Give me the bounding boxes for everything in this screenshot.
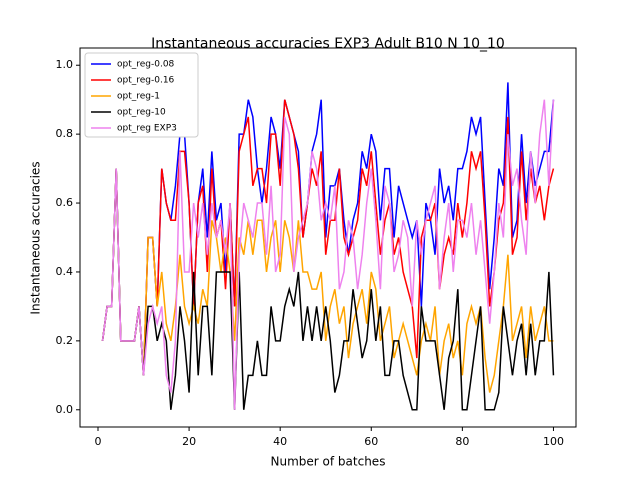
x-tick-label: 0 bbox=[94, 435, 101, 448]
legend-label: opt_reg-10 bbox=[117, 108, 166, 118]
y-tick-label: 0.6 bbox=[56, 196, 74, 209]
legend-label: opt_reg-1 bbox=[117, 92, 160, 102]
legend-label: opt_reg-0.16 bbox=[117, 76, 175, 86]
x-tick-label: 20 bbox=[182, 435, 196, 448]
legend-label: opt_reg EXP3 bbox=[117, 124, 177, 134]
y-tick-label: 1.0 bbox=[56, 58, 74, 71]
x-tick-label: 40 bbox=[273, 435, 287, 448]
legend-box bbox=[84, 52, 199, 138]
y-tick-label: 0.8 bbox=[56, 127, 74, 140]
plot-frame bbox=[79, 47, 577, 428]
y-axis-label: Instantaneous accuracies bbox=[29, 161, 43, 314]
y-tick-label: 0.0 bbox=[56, 403, 74, 416]
x-tick-label: 60 bbox=[364, 435, 378, 448]
series-line bbox=[101, 99, 555, 410]
x-tick-label: 100 bbox=[543, 435, 564, 448]
series-line bbox=[101, 168, 555, 411]
y-tick-label: 0.2 bbox=[56, 334, 74, 347]
series-line bbox=[101, 99, 555, 376]
x-axis-label: Number of batches bbox=[271, 455, 386, 469]
y-tick-label: 0.4 bbox=[56, 265, 74, 278]
chart-title: Instantaneous accuracies EXP3 Adult B10 … bbox=[151, 36, 505, 52]
legend-label: opt_reg-0.08 bbox=[117, 60, 175, 70]
x-tick-label: 80 bbox=[455, 435, 469, 448]
